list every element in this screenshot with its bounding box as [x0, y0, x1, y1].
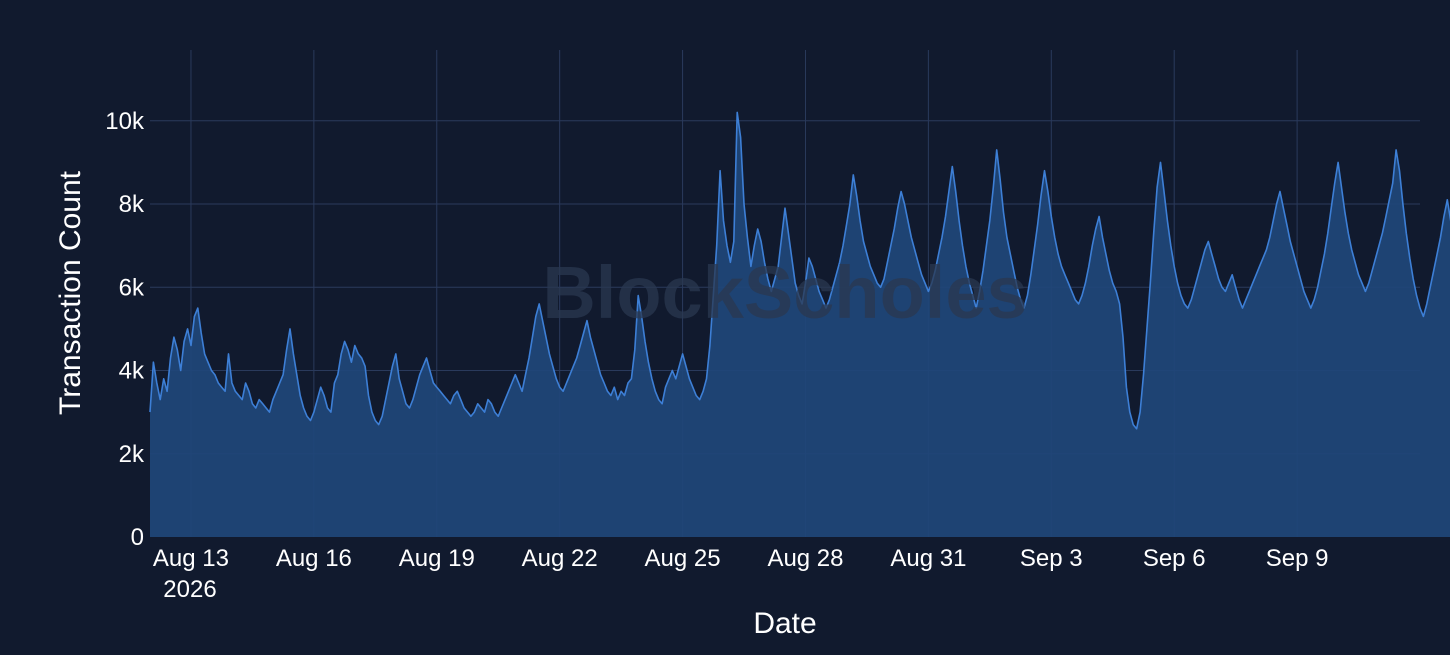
y-axis-ticks: 0 2k 4k 6k 8k 10k [105, 108, 145, 551]
y-tick-label: 6k [119, 274, 145, 301]
x-tick-label: Aug 19 [399, 545, 475, 572]
x-tick-label: Aug 25 [645, 545, 721, 572]
y-tick-label: 2k [119, 441, 145, 468]
y-tick-label: 8k [119, 191, 145, 218]
y-tick-label: 0 [131, 524, 144, 551]
series-line [149, 111, 1450, 430]
x-tick-label: Aug 13 [153, 545, 229, 572]
series-layer [149, 111, 1450, 537]
x-tick-label: Aug 28 [767, 545, 843, 572]
x-tick-label: Aug 16 [276, 545, 352, 572]
x-tick-label: Sep 9 [1266, 545, 1329, 572]
x-tick-label: Sep 3 [1020, 545, 1083, 572]
series-area [150, 112, 1450, 537]
watermark-text: BlockScholes [542, 251, 1027, 334]
x-tick-label: Aug 31 [890, 545, 966, 572]
y-tick-label: 4k [119, 358, 145, 385]
y-axis-title: Transaction Count [54, 170, 87, 415]
x-tick-label: Sep 6 [1143, 545, 1206, 572]
x-tick-label: Aug 22 [522, 545, 598, 572]
x-axis-title: Date [753, 607, 816, 640]
y-tick-label: 10k [105, 108, 145, 135]
x-axis-year-label: 2026 [163, 576, 216, 603]
x-axis-ticks: Aug 13 Aug 16 Aug 19 Aug 22 Aug 25 Aug 28 Aug … [153, 545, 1329, 572]
